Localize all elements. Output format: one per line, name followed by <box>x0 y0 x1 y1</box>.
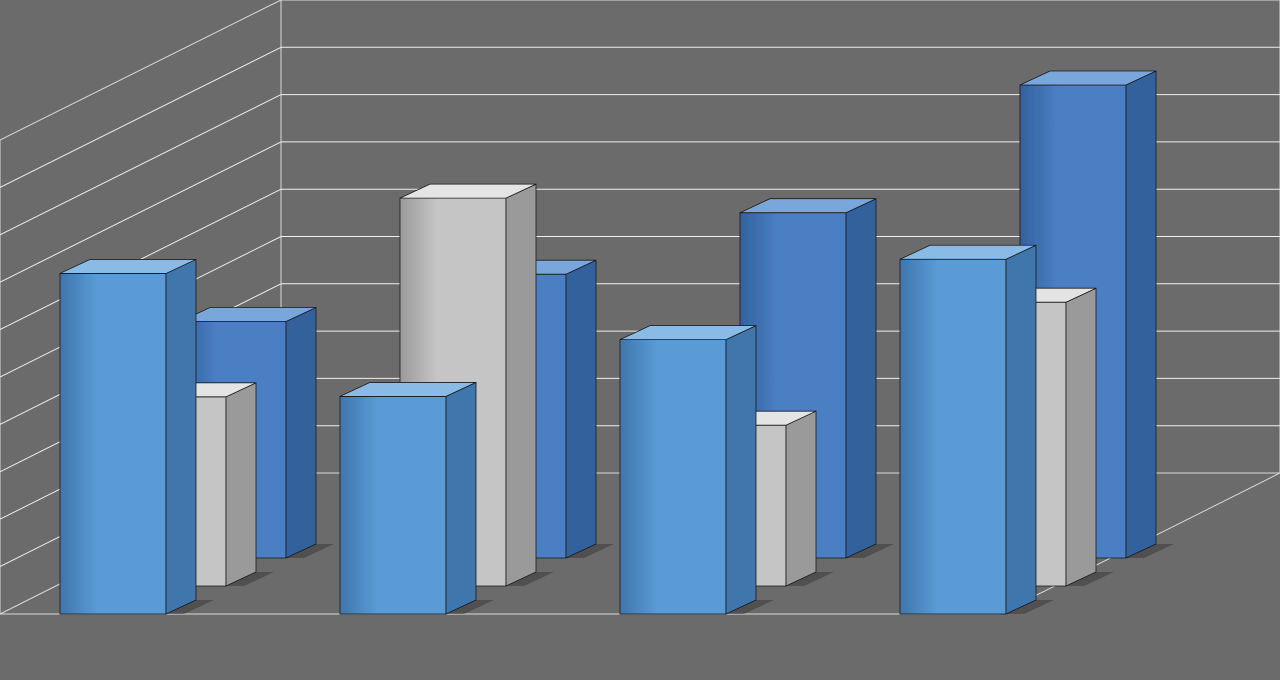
bar-side <box>1006 245 1036 614</box>
bar-side <box>726 326 756 614</box>
bar-side <box>1066 288 1096 586</box>
bar-side <box>786 411 816 586</box>
bar-side <box>846 199 876 558</box>
bar-side <box>446 382 476 614</box>
bar-front <box>60 273 166 614</box>
bar-side <box>166 259 196 614</box>
bar-front <box>620 340 726 614</box>
bar-front <box>900 259 1006 614</box>
bar-side <box>286 308 316 559</box>
bar-side <box>566 260 596 558</box>
bar-side <box>1126 71 1156 558</box>
bar-front <box>340 396 446 614</box>
bar-side <box>226 383 256 586</box>
bar-chart-3d <box>0 0 1280 680</box>
bar-side <box>506 184 536 586</box>
